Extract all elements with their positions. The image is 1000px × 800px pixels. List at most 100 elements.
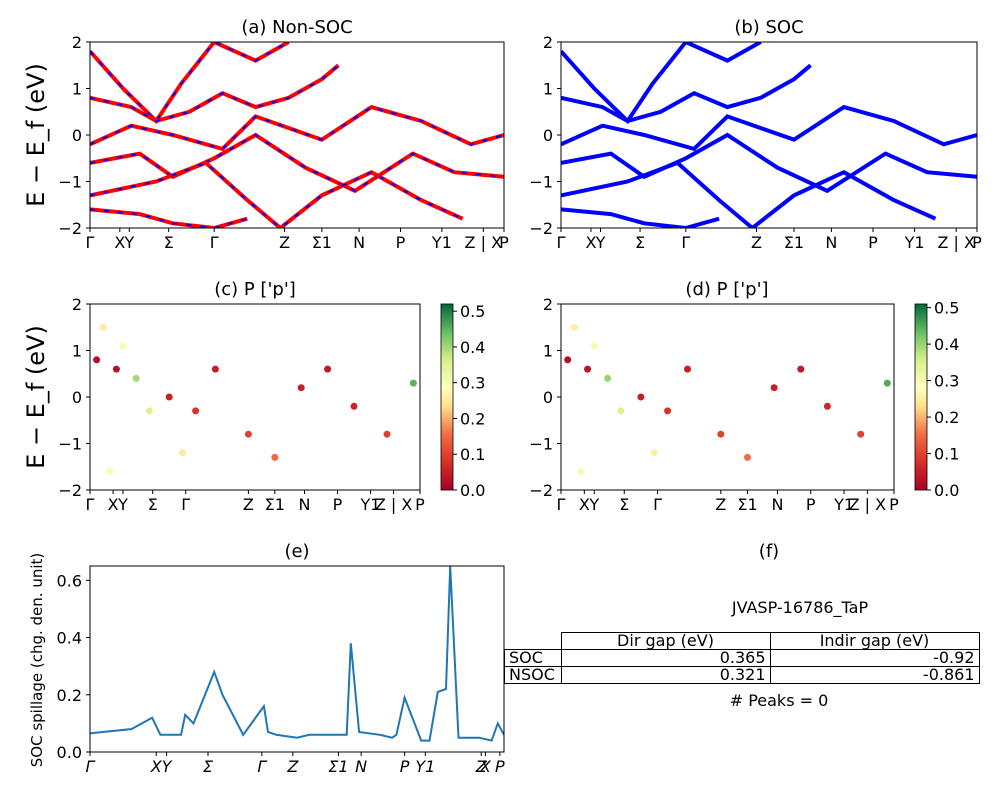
xtick-label: X — [150, 757, 163, 776]
colorbar-tick-label: 0.5 — [460, 302, 485, 321]
ytick-label: 0.6 — [57, 571, 82, 590]
frame-e — [89, 565, 505, 753]
xtick-label: P — [889, 495, 899, 514]
soc-indir-gap: -0.92 — [769, 649, 980, 667]
colorbar-tick-label: 0.1 — [460, 445, 485, 464]
projection-point-1 — [584, 365, 592, 373]
gap-table: Dir gap (eV) Indir gap (eV) SOC 0.365 -0… — [504, 632, 980, 684]
xtick-label: X — [114, 233, 125, 252]
xtick-label: Y1 — [431, 233, 452, 252]
xtick-label: Σ — [619, 495, 629, 514]
xtick-label: X — [579, 495, 590, 514]
ytick-label: −2 — [58, 219, 82, 238]
xtick-label: Z — [243, 495, 254, 514]
projection-point-7 — [664, 407, 672, 415]
projection-point-14 — [857, 430, 865, 438]
projection-point-11 — [770, 384, 778, 392]
colorbar-tick-label: 0.3 — [934, 372, 959, 391]
ytick-label: 1 — [72, 80, 82, 99]
xtick-label: Y — [117, 495, 128, 514]
projection-point-3 — [99, 323, 107, 331]
colorbar-d: 0.0 0.1 0.2 0.3 0.4 0.5 — [914, 299, 959, 500]
xtick-label: Γ — [86, 757, 96, 776]
xtick-label: Z — [475, 757, 488, 776]
ytick-label: 0.2 — [57, 686, 82, 705]
band-nonsoc-2 — [90, 104, 504, 152]
ytick-label: 0 — [543, 126, 553, 145]
xtick-label: Y1 — [360, 495, 381, 514]
ytick-label: 2 — [72, 33, 82, 52]
xtick-label: Y — [588, 495, 599, 514]
xtick-label: N — [825, 233, 837, 252]
projection-point-5 — [145, 407, 153, 415]
xtick-label: Z — [279, 233, 290, 252]
projection-point-14 — [383, 430, 391, 438]
col-dir-gap: Dir gap (eV) — [560, 632, 771, 650]
projection-point-8 — [211, 365, 219, 373]
xtick-label: Σ1 — [328, 757, 348, 776]
xtick-label: Y1 — [904, 233, 925, 252]
ytick-label: −2 — [529, 219, 553, 238]
band-soc-overlay-1 — [90, 64, 340, 123]
projection-point-17 — [178, 449, 186, 457]
xtick-label: N — [355, 757, 367, 776]
projection-point-11 — [297, 384, 305, 392]
xtick-label: Γ — [557, 233, 566, 252]
xtick-label: N — [299, 495, 311, 514]
band-soc-overlay-2 — [90, 106, 504, 151]
projection-point-4 — [119, 342, 127, 350]
band-nonsoc-0 — [90, 42, 290, 125]
projection-point-6 — [637, 393, 645, 401]
ytick-label: −1 — [58, 435, 82, 454]
xtick-label: Y — [162, 757, 173, 776]
table-subtitle: JVASP-16786_TaP — [731, 598, 869, 618]
projection-point-2 — [132, 374, 140, 382]
band-soc-overlay-4 — [90, 161, 464, 228]
projection-point-10 — [271, 453, 279, 461]
xtick-label: P — [972, 233, 982, 252]
projection-point-13 — [823, 402, 831, 410]
projection-point-2 — [604, 374, 612, 382]
ylabel-mid: E − E_f (eV) — [22, 325, 50, 469]
colorbar-tick-label: 0.4 — [460, 338, 485, 357]
projection-point-16 — [577, 467, 585, 475]
projection-point-9 — [717, 430, 725, 438]
band-nonsoc-4 — [90, 160, 464, 228]
xtick-label: Z | X — [937, 233, 975, 252]
projection-point-10 — [744, 453, 751, 461]
ytick-label: 1 — [543, 342, 553, 361]
projection-point-12 — [324, 365, 332, 373]
colorbar-tick-label: 0.1 — [934, 445, 959, 464]
projection-point-0 — [564, 356, 572, 364]
xtick-label: Γ — [681, 233, 690, 252]
col-indir-gap: Indir gap (eV) — [769, 632, 980, 650]
ytick-label: 1 — [72, 342, 82, 361]
xtick-label: Γ — [653, 495, 662, 514]
nsoc-indir-gap: -0.861 — [769, 666, 980, 684]
xtick-label: Σ1 — [265, 495, 285, 514]
ytick-label: −1 — [529, 435, 553, 454]
xtick-label: Γ — [86, 495, 95, 514]
band-soc-2 — [561, 104, 977, 152]
ytick-label: −2 — [58, 481, 82, 500]
xtick-label: X — [108, 495, 119, 514]
table-footer: # Peaks = 0 — [730, 691, 829, 710]
title-e: (e) — [284, 541, 309, 562]
projection-point-7 — [192, 407, 200, 415]
projection-point-12 — [797, 365, 805, 373]
ytick-label: 2 — [72, 295, 82, 314]
xtick-label: Γ — [181, 495, 190, 514]
projection-point-0 — [93, 356, 101, 364]
title-b: (b) SOC — [734, 17, 803, 38]
xtick-label: Σ1 — [737, 495, 757, 514]
xtick-label: Σ — [635, 233, 645, 252]
xtick-label: Z | X — [849, 495, 887, 514]
projection-point-16 — [106, 467, 114, 475]
projection-point-9 — [244, 430, 252, 438]
xtick-label: Z — [286, 757, 299, 776]
plot-b: 210−1−2Γ X Y Σ Γ Z Σ1 N P Y1 Z | XP — [529, 33, 982, 252]
xtick-label: Y — [595, 233, 606, 252]
colorbar-tick-label: 0.3 — [460, 374, 485, 393]
